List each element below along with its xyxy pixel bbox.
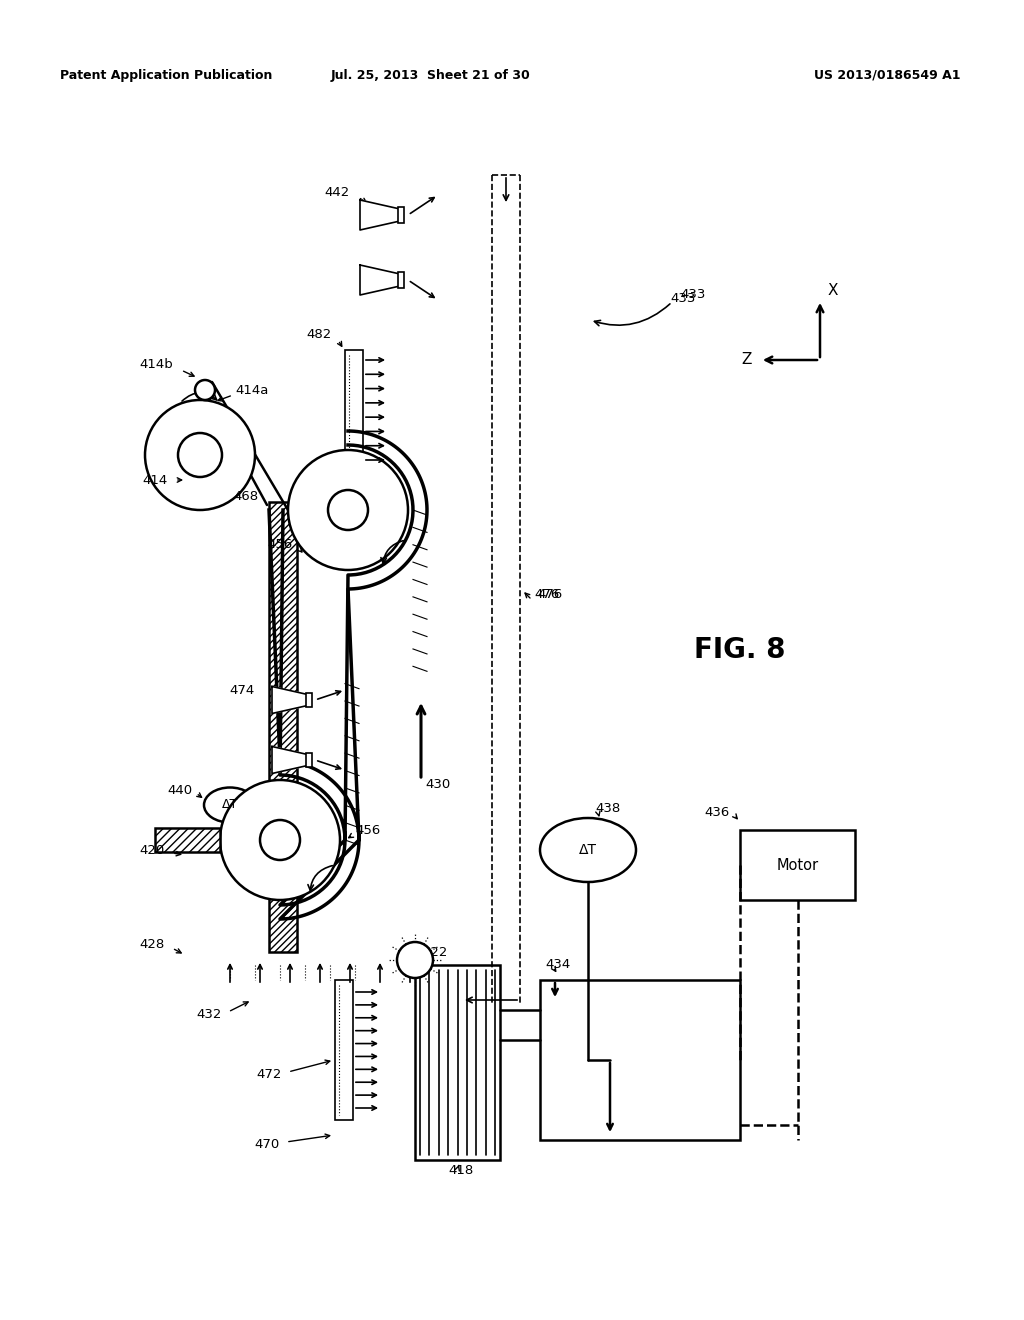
Polygon shape (272, 747, 308, 774)
Text: Patent Application Publication: Patent Application Publication (60, 69, 272, 82)
Circle shape (220, 780, 340, 900)
Bar (398, 207, 404, 223)
Polygon shape (360, 201, 400, 230)
Text: Jul. 25, 2013  Sheet 21 of 30: Jul. 25, 2013 Sheet 21 of 30 (330, 69, 529, 82)
Text: 442: 442 (325, 186, 350, 199)
Bar (306, 752, 312, 767)
Polygon shape (360, 265, 400, 294)
Text: 432: 432 (197, 1008, 222, 1022)
Circle shape (260, 820, 300, 861)
Text: FIG. 8: FIG. 8 (694, 636, 785, 664)
Text: 433: 433 (680, 289, 706, 301)
Text: 470: 470 (255, 1138, 280, 1151)
Bar (540, 979, 740, 1140)
Text: 438: 438 (595, 801, 621, 814)
Text: 436: 436 (705, 805, 730, 818)
Bar (415, 965, 500, 1160)
Ellipse shape (540, 818, 636, 882)
Ellipse shape (204, 788, 256, 822)
Text: Motor: Motor (776, 858, 818, 873)
Text: Z: Z (741, 352, 752, 367)
Bar (335, 979, 353, 1119)
Text: 440: 440 (167, 784, 193, 796)
Text: 476: 476 (534, 589, 559, 602)
Circle shape (288, 450, 408, 570)
Text: 414: 414 (142, 474, 168, 487)
Text: 456: 456 (355, 824, 380, 837)
Text: 433: 433 (670, 292, 695, 305)
Text: 422: 422 (422, 945, 447, 958)
Text: 482: 482 (307, 329, 332, 342)
Bar (306, 693, 312, 708)
Text: 414b: 414b (139, 359, 173, 371)
Text: 418: 418 (449, 1163, 473, 1176)
Text: X: X (828, 282, 839, 298)
Polygon shape (272, 686, 308, 714)
Circle shape (178, 433, 222, 477)
Text: US 2013/0186549 A1: US 2013/0186549 A1 (813, 69, 961, 82)
Circle shape (195, 380, 215, 400)
Text: 468: 468 (232, 490, 258, 503)
Text: ΔT: ΔT (222, 799, 239, 812)
Text: 428: 428 (139, 939, 165, 952)
Text: 456: 456 (267, 539, 293, 552)
Bar (398, 272, 404, 288)
Bar (155, 828, 220, 851)
Text: ΔT: ΔT (579, 843, 597, 857)
Text: 476: 476 (537, 589, 562, 602)
Text: 472: 472 (257, 1068, 282, 1081)
Text: 430: 430 (425, 779, 451, 792)
Bar (345, 350, 362, 470)
Text: 434: 434 (545, 958, 570, 972)
Text: 420: 420 (139, 843, 165, 857)
Bar (740, 830, 855, 900)
Bar (269, 502, 297, 952)
Circle shape (145, 400, 255, 510)
Circle shape (328, 490, 368, 531)
Circle shape (397, 942, 433, 978)
Text: 474: 474 (229, 684, 255, 697)
Text: 414a: 414a (234, 384, 268, 396)
